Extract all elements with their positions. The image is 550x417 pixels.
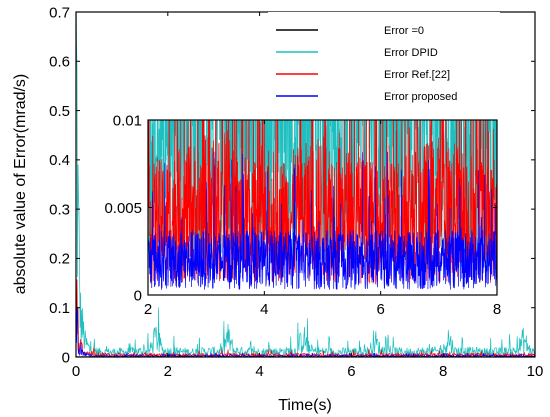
inset-x-tick-label-3: 8 xyxy=(493,301,501,318)
legend: Error =0 Error DPID Error Ref.[22] Error pr… xyxy=(268,12,500,112)
inset-plot: 2 4 6 8 0 0.005 0.01 xyxy=(104,112,501,318)
main-y-tick-label-7: 0.7 xyxy=(49,4,70,21)
legend-label-1: Error DPID xyxy=(384,47,438,59)
main-y-tick-label-3: 0.3 xyxy=(49,201,70,218)
main-y-tick-label-4: 0.4 xyxy=(49,152,70,169)
inset-x-tick-label-0: 2 xyxy=(144,301,152,318)
main-x-tick-label-1: 2 xyxy=(164,363,172,380)
inset-y-axis: 0 0.005 0.01 xyxy=(104,112,497,304)
inset-x-tick-label-1: 4 xyxy=(260,301,268,318)
main-y-axis: 0 0.1 0.2 0.3 0.4 0.5 0.6 0.7 xyxy=(49,4,535,366)
main-y-tick-label-1: 0.1 xyxy=(49,300,70,317)
inset-series-layer xyxy=(148,120,497,290)
inset-x-axis: 2 4 6 8 xyxy=(144,120,501,318)
main-x-tick-label-3: 6 xyxy=(347,363,355,380)
main-x-tick-label-2: 4 xyxy=(255,363,263,380)
main-y-axis-label: absolute value of Error(mrad/s) xyxy=(12,74,29,295)
inset-series-line-2 xyxy=(148,151,497,290)
main-y-tick-label-0: 0 xyxy=(62,349,70,366)
main-x-tick-label-0: 0 xyxy=(72,363,80,380)
main-y-tick-label-6: 0.6 xyxy=(49,54,70,71)
inset-y-tick-label-2: 0.01 xyxy=(113,112,142,129)
legend-label-2: Error Ref.[22] xyxy=(384,69,450,81)
main-series-line-1 xyxy=(76,12,535,357)
main-x-axis-label: Time(s) xyxy=(278,397,332,414)
main-plot: 0 2 4 6 8 10 00.10.20.30.40.50.60.7 Time(s) a… xyxy=(12,4,544,414)
legend-label-3: Error proposed xyxy=(384,91,457,103)
legend-label-0: Error =0 xyxy=(384,25,424,37)
inset-x-tick-label-2: 6 xyxy=(376,301,384,318)
main-x-axis: 0 2 4 6 8 10 xyxy=(72,12,544,380)
main-y-tick-label-5: 0.5 xyxy=(49,103,70,120)
main-x-tick-label-4: 8 xyxy=(439,363,447,380)
main-x-tick-label-5: 10 xyxy=(527,363,544,380)
inset-y-tick-label-1: 0.005 xyxy=(104,200,142,217)
main-y-tick-label-2: 0.2 xyxy=(49,251,70,268)
inset-y-tick-label-0: 0 xyxy=(134,287,142,304)
